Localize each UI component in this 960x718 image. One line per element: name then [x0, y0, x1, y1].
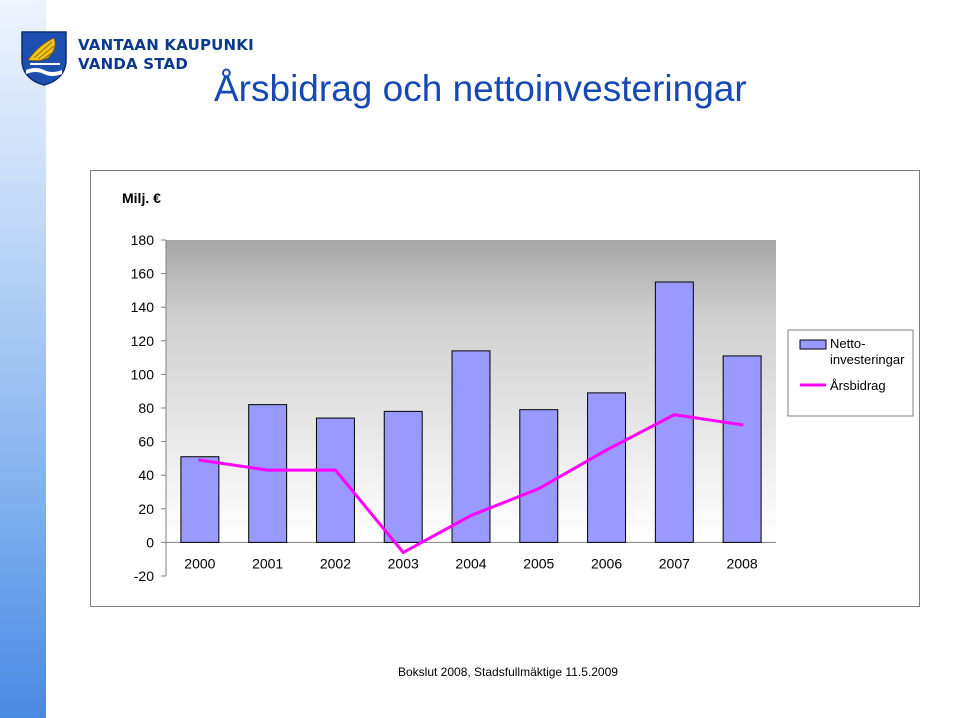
y-tick-label: 100: [131, 366, 155, 382]
side-gradient-stripe: [0, 0, 46, 718]
organization-name-swedish: VANDA STAD: [78, 55, 188, 73]
line-point-arsbidrag: [605, 448, 609, 452]
legend-label-arsbidrag: Årsbidrag: [830, 378, 886, 393]
bar-nettoinvesteringar: [722, 355, 762, 543]
x-tick-label: 2000: [184, 555, 215, 571]
legend-label-nettoinvesteringar: Netto-: [830, 336, 865, 351]
footer-note: Bokslut 2008, Stadsfullmäktige 11.5.2009: [398, 665, 618, 679]
line-point-arsbidrag: [266, 468, 270, 472]
line-point-arsbidrag: [401, 550, 405, 554]
organization-name: VANTAAN KAUPUNKI VANDA STAD: [78, 36, 254, 74]
y-tick-label: 160: [131, 266, 155, 282]
bar-nettoinvesteringar: [587, 392, 627, 543]
x-tick-label: 2004: [455, 555, 486, 571]
y-tick-label: 140: [131, 299, 155, 315]
y-tick-label: 180: [131, 232, 155, 248]
line-point-arsbidrag: [198, 458, 202, 462]
y-tick-label: 80: [138, 400, 154, 416]
y-tick-label: 60: [138, 434, 154, 450]
line-point-arsbidrag: [672, 413, 676, 417]
chart-canvas: Milj. € 180 160 140 120 100 80 60 40 20 0 -20 2000 20…: [122, 190, 914, 584]
city-crest-logo: [21, 31, 67, 86]
organization-name-finnish: VANTAAN KAUPUNKI: [78, 36, 254, 54]
bar-nettoinvesteringar: [451, 350, 491, 543]
y-tick-label: -20: [134, 568, 154, 584]
bar-nettoinvesteringar: [519, 409, 559, 543]
y-tick-label: 120: [131, 333, 155, 349]
legend-swatch-bar: [799, 339, 827, 350]
line-point-arsbidrag: [740, 423, 744, 427]
x-tick-label: 2005: [523, 555, 554, 571]
bar-nettoinvesteringar: [383, 410, 423, 543]
line-point-arsbidrag: [333, 468, 337, 472]
bar-nettoinvesteringar: [315, 417, 355, 543]
line-point-arsbidrag: [537, 487, 541, 491]
bar-nettoinvesteringar: [248, 404, 288, 543]
page-title: Årsbidrag och nettoinvesteringar: [214, 68, 747, 109]
x-tick-label: 2001: [252, 555, 283, 571]
x-tick-label: 2002: [320, 555, 351, 571]
y-tick-label: 20: [138, 501, 154, 517]
y-unit-label: Milj. €: [122, 190, 161, 206]
y-tick-label: 0: [146, 534, 154, 550]
bar-nettoinvesteringar: [180, 456, 220, 543]
chart-frame: Milj. € 180 160 140 120 100 80 60 40 20 0 -20 2000 20…: [90, 170, 920, 607]
legend-label-nettoinvesteringar: investeringar: [830, 352, 905, 367]
bar-nettoinvesteringar: [654, 281, 694, 543]
y-tick-label: 40: [138, 467, 154, 483]
x-tick-label: 2008: [727, 555, 758, 571]
line-point-arsbidrag: [469, 514, 473, 518]
x-tick-label: 2003: [388, 555, 419, 571]
x-tick-label: 2007: [659, 555, 690, 571]
x-tick-label: 2006: [591, 555, 622, 571]
